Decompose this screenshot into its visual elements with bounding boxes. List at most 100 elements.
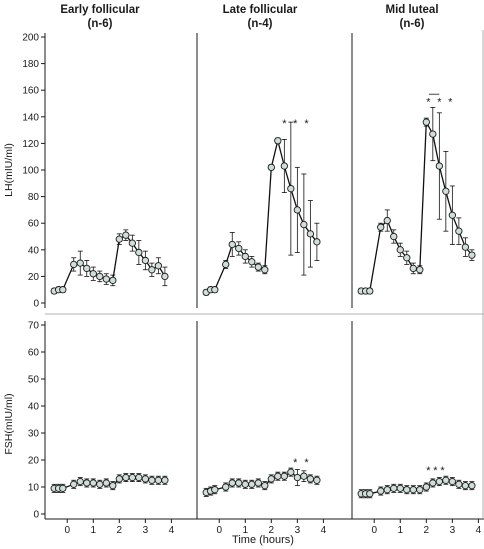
- data-point: [422, 483, 430, 491]
- y-tick-label: 100: [22, 166, 39, 177]
- significance-asterisk: *: [293, 457, 298, 469]
- data-point: [442, 187, 450, 195]
- data-point: [409, 264, 417, 273]
- data-point: [76, 259, 84, 267]
- data-point: [261, 266, 269, 274]
- data-point: [154, 262, 163, 270]
- data-point: [83, 479, 91, 487]
- x-tick-label: 2: [424, 525, 430, 536]
- data-point: [429, 479, 437, 487]
- data-point: [366, 490, 374, 498]
- data-point: [461, 481, 470, 490]
- data-point: [383, 216, 391, 225]
- data-point: [148, 476, 156, 484]
- x-tick-label: 1: [242, 525, 248, 536]
- data-point: [96, 480, 104, 488]
- y-tick-label: 0: [33, 510, 39, 521]
- data-point: [89, 270, 97, 278]
- data-point: [300, 472, 308, 480]
- panel-2: * * *: [351, 33, 476, 308]
- data-point: [390, 232, 398, 241]
- y-tick-label: 120: [22, 139, 39, 150]
- data-point: [267, 475, 275, 483]
- y-tick-label: 160: [22, 86, 39, 97]
- y-tick-label: 0: [33, 299, 39, 310]
- y-tick-label: 10: [28, 483, 40, 494]
- data-point: [422, 118, 430, 126]
- x-tick-label: 1: [397, 525, 403, 536]
- data-point: [59, 484, 67, 492]
- title-late-follicular: Late follicular: [223, 4, 298, 16]
- x-tick-label: 0: [371, 525, 377, 536]
- data-point: [306, 230, 315, 238]
- title-early-follicular: Early follicular: [60, 4, 140, 16]
- data-point: [122, 231, 130, 239]
- subtitle-mid-luteal: (n-6): [400, 18, 425, 30]
- data-point: [83, 264, 91, 273]
- lh-y-axis-label: LH(mIU/ml): [3, 143, 15, 197]
- significance-asterisk: *: [440, 465, 445, 477]
- data-point: [377, 223, 385, 231]
- significance-asterisk: *: [304, 118, 309, 130]
- fsh-y-axis-label: FSH(mIU/ml): [3, 393, 15, 454]
- data-point: [254, 263, 262, 271]
- data-point: [396, 246, 404, 254]
- x-axis-label: Time (hours): [232, 534, 294, 546]
- panel-0: 0 20 40 60 80 100 120 140 160 180 200: [22, 33, 169, 310]
- significance-asterisk: *: [426, 465, 431, 477]
- data-point: [254, 479, 262, 487]
- data-point: [222, 483, 230, 491]
- x-tick-label: 4: [321, 525, 327, 536]
- x-tick-label: 1: [90, 525, 96, 536]
- data-point: [128, 473, 136, 482]
- data-point: [70, 480, 78, 488]
- data-point: [313, 476, 321, 484]
- y-tick-label: 60: [28, 348, 40, 359]
- y-tick-label: 200: [22, 33, 39, 44]
- data-point: [267, 163, 275, 171]
- y-tick-label: 50: [28, 375, 40, 386]
- data-point: [102, 275, 110, 283]
- data-point: [293, 206, 302, 214]
- data-point: [211, 286, 219, 294]
- significance-asterisk: *: [304, 457, 309, 469]
- y-tick-label: 70: [28, 321, 40, 332]
- data-point: [461, 243, 470, 251]
- data-point: [135, 473, 143, 482]
- y-tick-label: 40: [28, 402, 40, 413]
- data-point: [96, 272, 104, 281]
- data-point: [235, 479, 243, 487]
- x-tick-label: 3: [450, 525, 456, 536]
- subtitle-early-follicular: (n-6): [88, 18, 113, 30]
- data-point: [59, 286, 67, 294]
- data-point: [248, 258, 256, 266]
- significance-asterisk: *: [433, 465, 438, 477]
- significance-asterisk: *: [448, 97, 453, 109]
- x-tick-label: 3: [295, 525, 301, 536]
- data-point: [274, 472, 282, 480]
- significance-asterisk: *: [437, 97, 442, 109]
- y-tick-label: 80: [28, 192, 40, 203]
- data-point: [109, 276, 117, 285]
- x-tick-label: 0: [216, 525, 222, 536]
- data-point: [141, 256, 150, 265]
- x-tick-label: 0: [64, 525, 70, 536]
- data-point: [377, 487, 385, 495]
- panel-3: 0 10 20 30 40 50 60 70 0 1 2 3 4: [28, 321, 175, 537]
- data-point: [148, 266, 156, 274]
- y-tick-label: 30: [28, 429, 40, 440]
- x-tick-label: 4: [476, 525, 482, 536]
- data-point: [222, 260, 230, 269]
- data-point: [390, 484, 398, 492]
- data-point: [241, 252, 249, 261]
- data-point: [122, 473, 130, 482]
- data-point: [455, 227, 463, 235]
- data-point: [109, 481, 117, 490]
- data-point: [468, 251, 476, 259]
- data-point: [154, 476, 163, 484]
- x-tick-label: 2: [269, 525, 275, 536]
- data-point: [366, 287, 374, 295]
- data-point: [274, 137, 282, 145]
- significance-asterisk: *: [293, 118, 298, 130]
